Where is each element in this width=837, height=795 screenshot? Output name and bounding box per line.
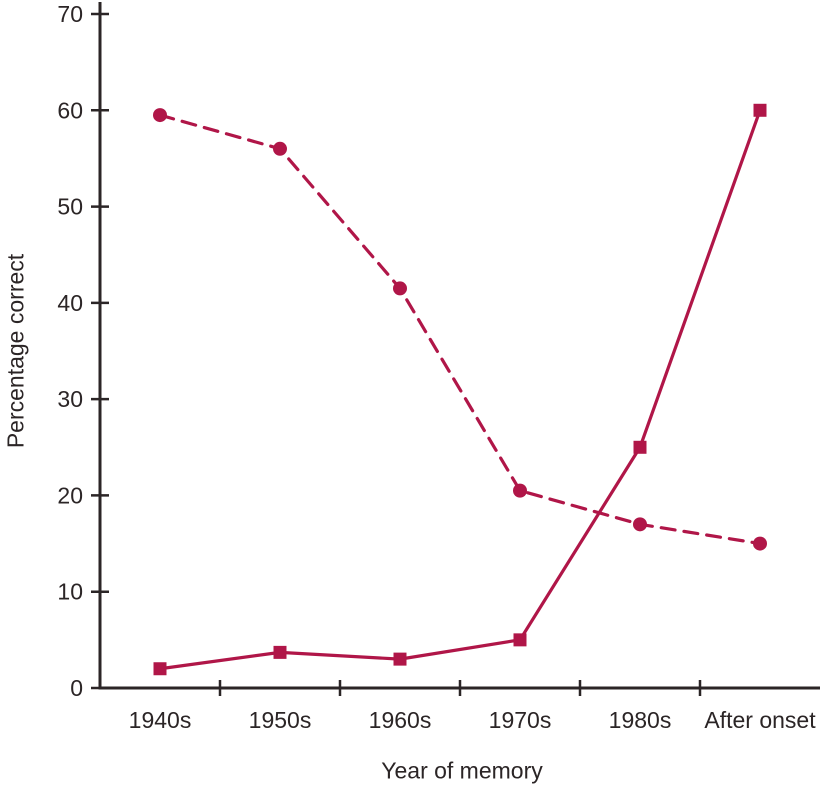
square-marker [393,652,407,666]
y-tick-label: 30 [57,386,83,412]
square-marker [153,662,167,676]
circle-marker [153,108,167,123]
x-tick-label: After onset [704,707,816,733]
y-tick-label: 50 [57,194,83,220]
y-tick-label: 20 [57,482,83,508]
square-marker [753,103,767,117]
square-marker [273,645,287,659]
circle-marker [513,483,527,498]
square-marker [513,633,527,647]
y-tick-label: 60 [57,97,83,123]
y-tick-label: 10 [57,579,83,605]
y-tick-label: 0 [70,675,83,701]
y-tick-label: 70 [57,1,83,27]
circle-marker [633,517,647,532]
circle-marker [753,536,767,551]
circle-marker [273,141,287,156]
y-axis-title: Percentage correct [2,253,29,449]
x-tick-label: 1970s [489,707,552,733]
y-tick-label: 40 [57,290,83,316]
x-tick-label: 1940s [129,707,192,733]
series-line-solid [158,108,762,671]
x-tick-label: 1960s [369,707,432,733]
series-line-dashed [158,113,762,546]
x-tick-label: 1950s [249,707,312,733]
circle-marker [393,281,407,296]
x-axis-title: Year of memory [381,757,543,784]
square-marker [633,440,647,454]
x-tick-label: 1980s [609,707,672,733]
